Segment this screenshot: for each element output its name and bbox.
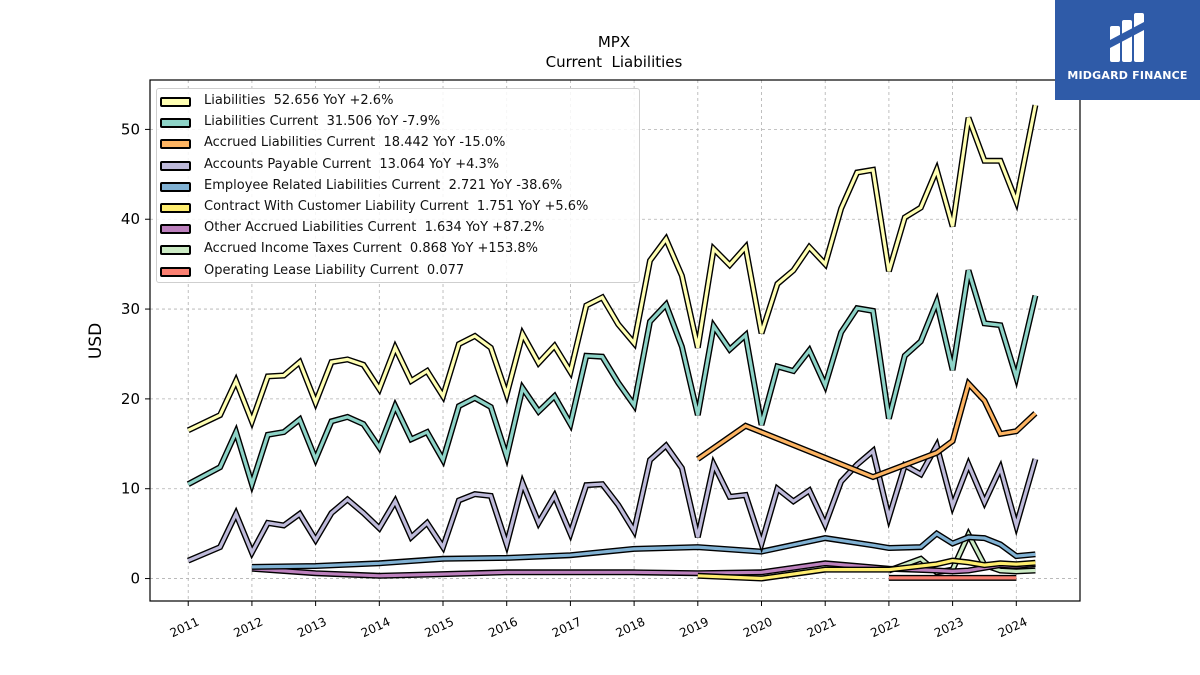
x-tick-label: 2022: [868, 615, 902, 641]
x-tick-label: 2014: [359, 615, 393, 641]
y-tick-label: 40: [121, 210, 140, 228]
x-tick-label: 2019: [677, 615, 711, 641]
legend-label: Accrued Liabilities Current 18.442 YoY -…: [204, 135, 506, 151]
x-tick-label: 2016: [486, 615, 520, 641]
y-tick-label: 30: [121, 300, 140, 318]
legend-swatch: [160, 181, 191, 192]
legend-swatch: [160, 139, 191, 150]
legend-label: Liabilities Current 31.506 YoY -7.9%: [204, 114, 441, 130]
legend-swatch: [160, 245, 191, 256]
legend-swatch: [160, 160, 191, 171]
logo-text: MIDGARD FINANCE: [1067, 69, 1188, 82]
x-tick-label: 2020: [741, 615, 775, 641]
legend-swatch: [160, 203, 191, 213]
legend-label: Accounts Payable Current 13.064 YoY +4.3…: [204, 156, 500, 172]
x-tick-label: 2013: [295, 615, 329, 641]
chart-subtitle: Current Liabilities: [546, 53, 683, 71]
series-3-line: [187, 441, 1037, 563]
x-axis: 2011 2012 2013 2014 2015 2016 2017 2018 2019 2020…: [168, 601, 1030, 641]
x-tick-label: 2018: [614, 615, 648, 641]
series-0-line: [187, 104, 1037, 432]
legend-label: Other Accrued Liabilities Current 1.634 …: [204, 220, 545, 236]
legend-label: Contract With Customer Liability Current…: [204, 199, 589, 214]
x-tick-label: 2023: [932, 615, 966, 641]
series-1-line: [187, 269, 1037, 490]
series-layer: [186, 104, 1039, 582]
legend-swatch: [160, 97, 191, 107]
brand-logo: MIDGARD FINANCE: [1055, 0, 1200, 100]
y-axis-label: USD: [86, 323, 106, 359]
logo-mark-icon: [1110, 13, 1144, 62]
chart-title: MPX: [598, 33, 630, 51]
x-tick-label: 2024: [996, 615, 1030, 641]
plot-frame: [149, 79, 1081, 602]
x-tick-label: 2012: [231, 615, 265, 641]
legend-label: Employee Related Liabilities Current 2.7…: [204, 177, 563, 193]
x-tick-label: 2021: [805, 615, 839, 641]
legend-label: Liabilities 52.656 YoY +2.6%: [204, 93, 394, 108]
y-tick-label: 0: [130, 570, 140, 588]
x-tick-label: 2011: [168, 615, 202, 641]
legend-swatch: [160, 118, 191, 129]
x-tick-label: 2015: [423, 615, 457, 641]
legend-label: Accrued Income Taxes Current 0.868 YoY +…: [204, 241, 538, 257]
legend: Liabilities 52.656 YoY +2.6% Liabilities …: [156, 88, 640, 283]
legend-swatch: [160, 266, 191, 277]
y-tick-label: 50: [121, 120, 140, 138]
y-axis: 0 10 20 30 40 50: [121, 120, 150, 588]
series-5-line: [697, 558, 1036, 581]
y-tick-label: 10: [121, 480, 140, 498]
y-tick-label: 20: [121, 390, 140, 408]
series-4-line: [251, 531, 1036, 569]
series-2-line: [696, 380, 1037, 479]
x-tick-label: 2017: [550, 615, 584, 641]
legend-label: Operating Lease Liability Current 0.077: [204, 262, 465, 278]
legend-swatch: [160, 224, 191, 235]
